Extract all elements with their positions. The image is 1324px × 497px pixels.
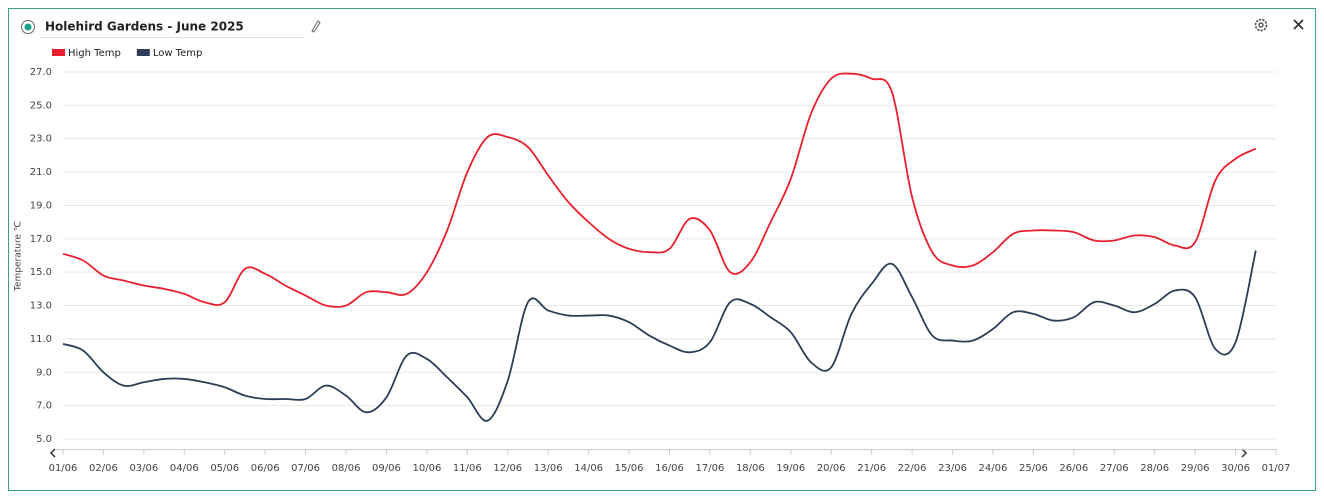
close-icon[interactable] (1293, 19, 1304, 30)
settings-icon[interactable] (1254, 18, 1268, 32)
scroll-left[interactable] (49, 448, 56, 458)
x-tick-label: 23/06 (938, 463, 967, 474)
x-tick-label: 05/06 (210, 463, 239, 474)
x-tick-label: 18/06 (736, 463, 765, 474)
x-tick-label: 14/06 (574, 463, 603, 474)
x-tick-label: 06/06 (251, 463, 280, 474)
legend-swatch (136, 49, 150, 56)
y-tick-label: 15.0 (30, 267, 52, 278)
x-tick-label: 25/06 (1019, 463, 1048, 474)
y-tick-label: 13.0 (30, 301, 52, 312)
x-tick-label: 10/06 (412, 463, 441, 474)
status-dot (24, 23, 32, 31)
legend-label: Low Temp (153, 48, 203, 59)
x-tick-label: 01/07 (1262, 463, 1291, 474)
x-tick-label: 26/06 (1059, 463, 1088, 474)
series-line (62, 250, 1257, 422)
x-tick-label: 17/06 (696, 463, 725, 474)
chart-title[interactable]: Holehird Gardens - June 2025 (45, 20, 244, 34)
x-tick-label: 19/06 (776, 463, 805, 474)
x-tick-label: 02/06 (89, 463, 118, 474)
y-tick-label: 9.0 (36, 367, 52, 378)
x-tick-label: 16/06 (655, 463, 684, 474)
edit-icon[interactable] (311, 20, 321, 33)
y-tick-label: 25.0 (30, 100, 52, 111)
x-tick-label: 01/06 (49, 463, 78, 474)
x-tick-label: 07/06 (291, 463, 320, 474)
x-tick-label: 28/06 (1140, 463, 1169, 474)
y-tick-label: 19.0 (30, 200, 52, 211)
x-tick-label: 11/06 (453, 463, 482, 474)
x-tick-label: 04/06 (170, 463, 199, 474)
x-tick-label: 29/06 (1181, 463, 1210, 474)
y-tick-label: 11.0 (30, 334, 52, 345)
legend-label: High Temp (68, 48, 121, 59)
series-line (62, 72, 1257, 308)
x-tick-label: 21/06 (857, 463, 886, 474)
x-tick-label: 20/06 (817, 463, 846, 474)
y-tick-label: 21.0 (30, 167, 52, 178)
x-tick-label: 03/06 (129, 463, 158, 474)
x-tick-label: 09/06 (372, 463, 401, 474)
scroll-right[interactable] (1241, 448, 1248, 458)
x-tick-label: 30/06 (1221, 463, 1250, 474)
y-tick-label: 5.0 (36, 434, 52, 445)
legend-swatch (52, 49, 65, 56)
widget-frame (8, 8, 1316, 491)
x-tick-label: 27/06 (1100, 463, 1129, 474)
x-tick-label: 12/06 (493, 463, 522, 474)
y-axis-label: Temperature ℃ (14, 221, 24, 292)
x-tick-label: 24/06 (979, 463, 1008, 474)
x-tick-label: 08/06 (332, 463, 361, 474)
x-tick-label: 22/06 (898, 463, 927, 474)
y-tick-label: 27.0 (30, 67, 52, 78)
y-tick-label: 7.0 (36, 401, 52, 412)
x-tick-label: 15/06 (615, 463, 644, 474)
y-tick-label: 17.0 (30, 234, 52, 245)
y-tick-label: 23.0 (30, 134, 52, 145)
x-tick-label: 13/06 (534, 463, 563, 474)
